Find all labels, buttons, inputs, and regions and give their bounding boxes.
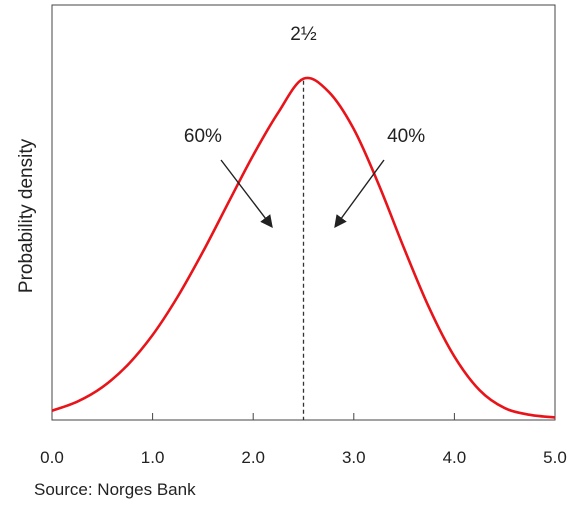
source-note: Source: Norges Bank	[34, 480, 196, 499]
x-tick-label: 4.0	[443, 448, 467, 467]
annotation-left-arrow	[220, 159, 273, 229]
annotation-right-percent: 40%	[387, 126, 425, 147]
mode-label: 2½	[290, 24, 317, 45]
annotation-right-arrow	[334, 159, 385, 229]
y-axis-label: Probability density	[16, 138, 37, 293]
annotation-left-percent: 60%	[184, 126, 222, 147]
x-tick-label: 1.0	[141, 448, 165, 467]
x-axis-ticks	[152, 413, 455, 420]
plot-frame	[51, 4, 556, 421]
x-axis-tick-labels: 0.0 1.0 2.0 3.0 4.0 5.0	[40, 448, 567, 467]
x-tick-label: 5.0	[543, 448, 567, 467]
x-tick-label: 0.0	[40, 448, 64, 467]
x-tick-label: 3.0	[342, 448, 366, 467]
density-curve	[51, 76, 556, 419]
x-tick-label: 2.0	[241, 448, 265, 467]
